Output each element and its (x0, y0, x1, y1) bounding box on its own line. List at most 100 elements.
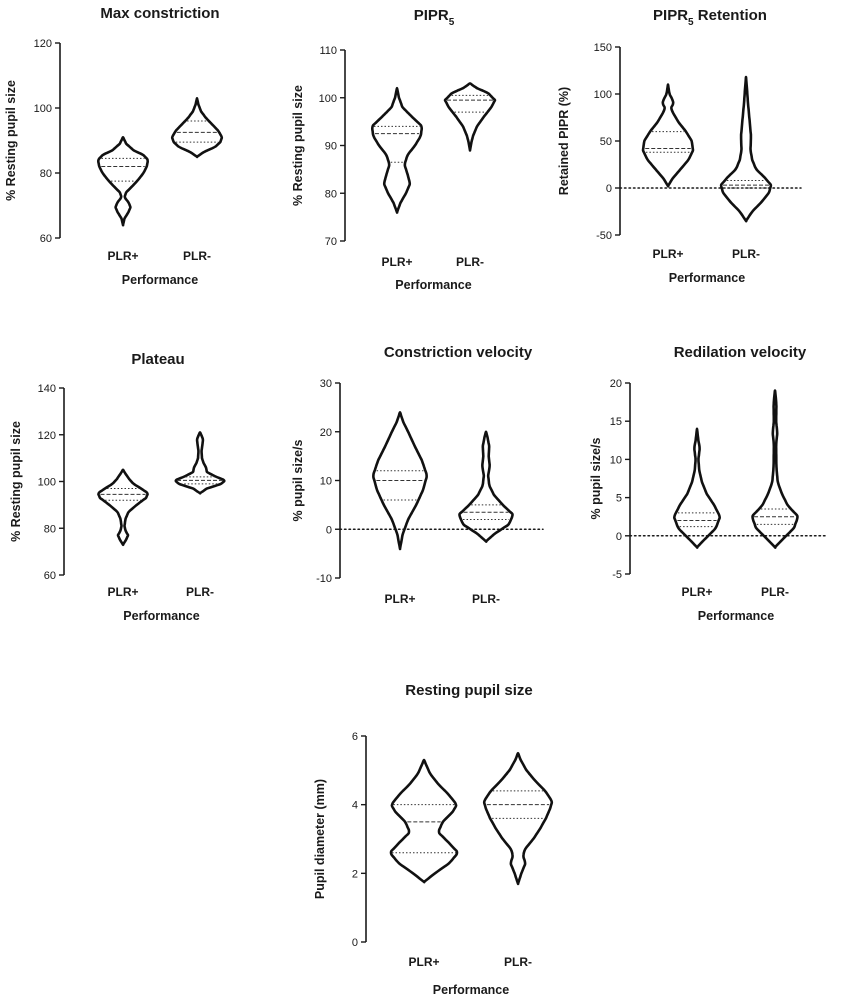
y-tick-label: 120 (38, 430, 56, 442)
chart-max-constriction: Max constriction 60 80 100 120 % Resting pupi… (4, 5, 224, 287)
y-tick-label: 150 (594, 42, 612, 54)
y-tick-label: -5 (612, 569, 622, 581)
y-tick-label: -50 (596, 230, 612, 242)
violin-plrplus (389, 758, 459, 884)
x-axis-label: Performance (123, 609, 199, 623)
y-tick-label: 100 (594, 89, 612, 101)
y-tick-label: 50 (600, 136, 612, 148)
chart-constriction-velocity: Constriction velocity -10 0 10 20 30 % pupil s… (291, 344, 544, 606)
y-tick-label: 6 (352, 731, 358, 743)
y-axis-label: % Resting pupil size (4, 80, 18, 201)
chart-title-main: Constriction velocity (384, 344, 533, 361)
y-tick-label: 90 (325, 141, 337, 153)
violin-plrplus (372, 411, 428, 551)
chart-title: Redilation velocity (674, 344, 807, 361)
y-axis-label: % Resting pupil size (291, 85, 305, 206)
x-axis-label: Performance (698, 609, 774, 623)
chart-title-subscript: 5 (688, 17, 694, 28)
y-tick-label: 10 (610, 454, 622, 466)
chart-resting-pupil-size: Resting pupil size 0 2 4 6 Pupil diameter (mm… (313, 682, 554, 997)
chart-title-main: Resting pupil size (405, 682, 533, 699)
y-tick-label: 4 (352, 800, 358, 812)
chart-title-subscript: 5 (449, 17, 455, 28)
violin-outline (443, 82, 497, 152)
x-category-label: PLR+ (652, 247, 683, 261)
violin-plrminus (443, 82, 497, 152)
violin-outline (389, 758, 459, 884)
violin-plrplus (673, 427, 721, 549)
violin-outline (97, 468, 149, 547)
y-tick-label: 0 (326, 524, 332, 536)
x-category-label: PLR- (732, 247, 760, 261)
violin-plrplus (641, 83, 695, 188)
y-tick-label: 5 (616, 493, 622, 505)
violin-plrplus (370, 86, 424, 214)
y-tick-label: 60 (44, 570, 56, 582)
x-category-label: PLR+ (408, 955, 439, 969)
y-tick-label: 80 (40, 168, 52, 180)
y-tick-label: 30 (320, 378, 332, 390)
chart-plateau: Plateau 60 80 100 120 140 % Resting pupil size… (9, 351, 226, 623)
y-tick-label: 0 (616, 531, 622, 543)
violin-outline (170, 97, 224, 159)
y-axis-label: % pupil size/s (291, 439, 305, 521)
y-axis-label: Pupil diameter (mm) (313, 779, 327, 899)
chart-title: Constriction velocity (384, 344, 533, 361)
y-tick-label: 100 (34, 103, 52, 115)
y-tick-label: 20 (320, 427, 332, 439)
y-tick-label: 140 (38, 383, 56, 395)
x-axis-label: Performance (395, 278, 471, 292)
violin-outline (719, 75, 773, 223)
y-tick-label: 120 (34, 38, 52, 50)
x-category-label: PLR- (183, 249, 211, 263)
y-tick-label: 70 (325, 236, 337, 248)
violin-plrminus (719, 75, 773, 223)
violin-outline (97, 136, 149, 227)
y-tick-label: 10 (320, 476, 332, 488)
y-axis-label: % pupil size/s (589, 437, 603, 519)
x-category-label: PLR+ (107, 585, 138, 599)
violin-outline (458, 430, 514, 543)
violin-outline (174, 431, 226, 495)
chart-title-rest: Retention (694, 7, 767, 24)
x-category-label: PLR+ (681, 585, 712, 599)
violin-plrminus (751, 389, 799, 549)
y-tick-label: 100 (38, 477, 56, 489)
y-tick-label: 100 (319, 93, 337, 105)
chart-title: PIPR5 (414, 7, 455, 28)
y-tick-label: 80 (44, 523, 56, 535)
violin-plrminus (458, 430, 514, 543)
y-tick-label: 80 (325, 188, 337, 200)
violin-outline (370, 86, 424, 214)
chart-title-main: Max constriction (100, 5, 219, 22)
y-tick-label: 20 (610, 378, 622, 390)
violin-plrplus (97, 468, 149, 547)
y-axis-label: Retained PIPR (%) (557, 87, 571, 195)
y-tick-label: 2 (352, 868, 358, 880)
x-category-label: PLR+ (381, 255, 412, 269)
x-category-label: PLR- (186, 585, 214, 599)
x-category-label: PLR- (761, 585, 789, 599)
chart-title-main: Plateau (131, 351, 184, 368)
violin-outline (372, 411, 428, 551)
y-tick-label: 110 (319, 45, 337, 57)
chart-redilation-velocity: Redilation velocity -5 0 5 10 15 20 % pupil siz… (589, 344, 829, 623)
x-category-label: PLR- (504, 955, 532, 969)
x-axis-label: Performance (122, 273, 198, 287)
y-tick-label: 0 (606, 183, 612, 195)
x-axis-label: Performance (669, 271, 745, 285)
chart-title: Max constriction (100, 5, 219, 22)
chart-title-main: PIPR (653, 7, 688, 24)
violin-plrminus (174, 431, 226, 495)
y-axis-label: % Resting pupil size (9, 421, 23, 542)
x-axis-label: Performance (433, 983, 509, 997)
y-tick-label: 0 (352, 937, 358, 949)
chart-title: Plateau (131, 351, 184, 368)
y-tick-label: -10 (316, 573, 332, 585)
y-tick-label: 15 (610, 416, 622, 428)
x-category-label: PLR+ (384, 592, 415, 606)
chart-pipr5-retention: PIPR5 Retention -50 0 50 100 150 Retained PIPR… (557, 7, 802, 285)
x-category-label: PLR- (472, 592, 500, 606)
violin-outline (641, 83, 695, 188)
